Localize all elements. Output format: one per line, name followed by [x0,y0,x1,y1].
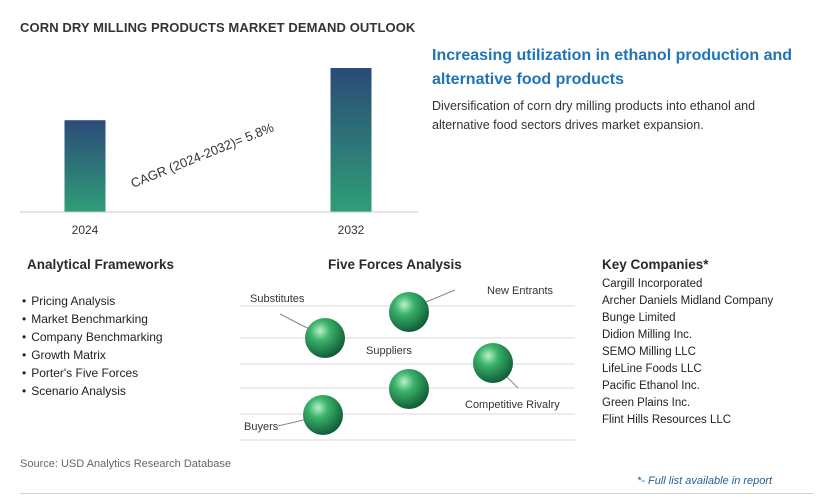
bar-2032 [330,68,372,212]
buyers-sphere [303,395,343,435]
substitutes-label: Substitutes [250,293,305,305]
x-tick-label: 2024 [72,223,99,237]
list-item: LifeLine Foods LLC [602,363,702,375]
frameworks-title: Analytical Frameworks [27,257,175,272]
list-item: SEMO Milling LLC [602,346,696,358]
list-item: Company Benchmarking [22,328,162,346]
footnote: *- Full list available in report [637,475,773,487]
list-item: Market Benchmarking [22,310,163,328]
list-item: Scenario Analysis [22,382,163,400]
cagr-annotation: CAGR (2024-2032)= 5.8% [129,119,277,190]
new-entrants-sphere [389,292,429,332]
key-companies-list: Cargill Incorporated Archer Daniels Midl… [602,276,773,429]
substitutes-sphere [305,318,345,358]
list-item: Didion Milling Inc. [602,329,693,341]
list-item: Pricing Analysis [22,292,163,310]
description: Diversification of corn dry milling prod… [432,99,756,132]
list-item: Porter's Five Forces [22,364,163,382]
list-item: Green Plains Inc. [602,397,691,409]
key-companies-title: Key Companies* [602,257,709,272]
suppliers-sphere [389,369,429,409]
demand-bar-chart: 2024 2032 CAGR (2024-2032)= 5.8% [20,68,418,237]
buyers-label: Buyers [244,421,279,433]
source-note: Source: USD Analytics Research Database [20,458,231,470]
bar-2024 [64,120,106,212]
competitive-rivalry-sphere [473,343,513,383]
five-forces-diagram [240,289,575,441]
connector-line [425,289,456,303]
competitive-rivalry-label: Competitive Rivalry [465,399,560,411]
list-item: Flint Hills Resources LLC [602,414,732,426]
list-item: Pacific Ethanol Inc. [602,380,700,392]
page-title: CORN DRY MILLING PRODUCTS MARKET DEMAND … [20,20,416,35]
five-forces-title: Five Forces Analysis [328,257,462,272]
x-tick-label: 2032 [338,223,365,237]
frameworks-list: Pricing Analysis Market Benchmarking Com… [22,292,163,400]
list-item: Growth Matrix [22,346,163,364]
list-item: Bunge Limited [602,312,676,324]
connector-line [505,375,519,389]
list-item: Cargill Incorporated [602,278,703,290]
list-item: Archer Daniels Midland Company [602,295,774,307]
suppliers-label: Suppliers [366,345,412,357]
headline: Increasing utilization in ethanol produc… [432,47,793,88]
bottom-divider [20,493,813,494]
new-entrants-label: New Entrants [487,285,554,297]
